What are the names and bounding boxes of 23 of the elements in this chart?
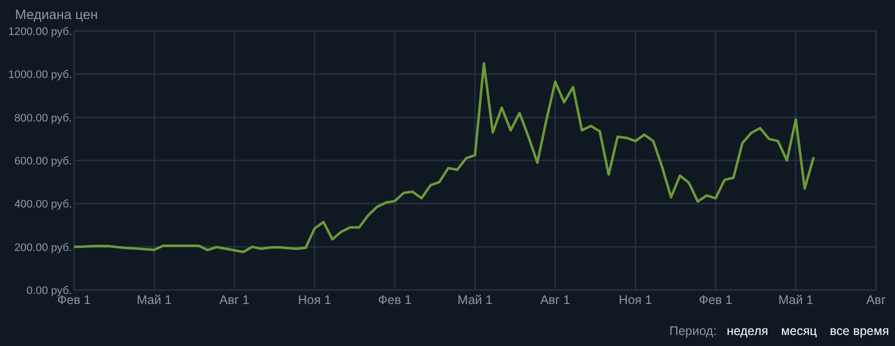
x-tick-label: Ноя 1 (298, 293, 332, 307)
text: Период: (669, 324, 717, 338)
x-tick-label: Май 1 (778, 293, 814, 307)
y-tick-label: 0.00 руб. (26, 285, 72, 297)
text: все время (830, 324, 889, 338)
y-tick-label: 800.00 руб. (14, 112, 72, 124)
y-tick-label: 400.00 руб. (14, 198, 72, 211)
chart-title: Медиана цен (15, 7, 98, 22)
x-tick-label: Авг 1 (540, 293, 570, 307)
text: неделя (726, 324, 768, 338)
line-series (72, 62, 815, 254)
x-tick-label: Ноя 1 (618, 293, 652, 307)
x-tick-label: Май 1 (136, 293, 172, 307)
y-tick-label: 600.00 руб. (14, 156, 72, 168)
text: месяц (781, 324, 817, 338)
y-tick-label: 1200.00 руб. (8, 26, 72, 38)
x-tick-label: Фев 1 (698, 293, 732, 307)
y-tick-label: 200.00 руб. (14, 242, 72, 254)
x-tick-label: Фев 1 (378, 293, 412, 307)
y-tick-label: 1000.00 руб. (8, 69, 72, 82)
x-tick-label: Авг 1 (219, 293, 250, 307)
x-tick-label: Авг (866, 293, 886, 307)
x-tick-label: Май 1 (458, 293, 492, 307)
